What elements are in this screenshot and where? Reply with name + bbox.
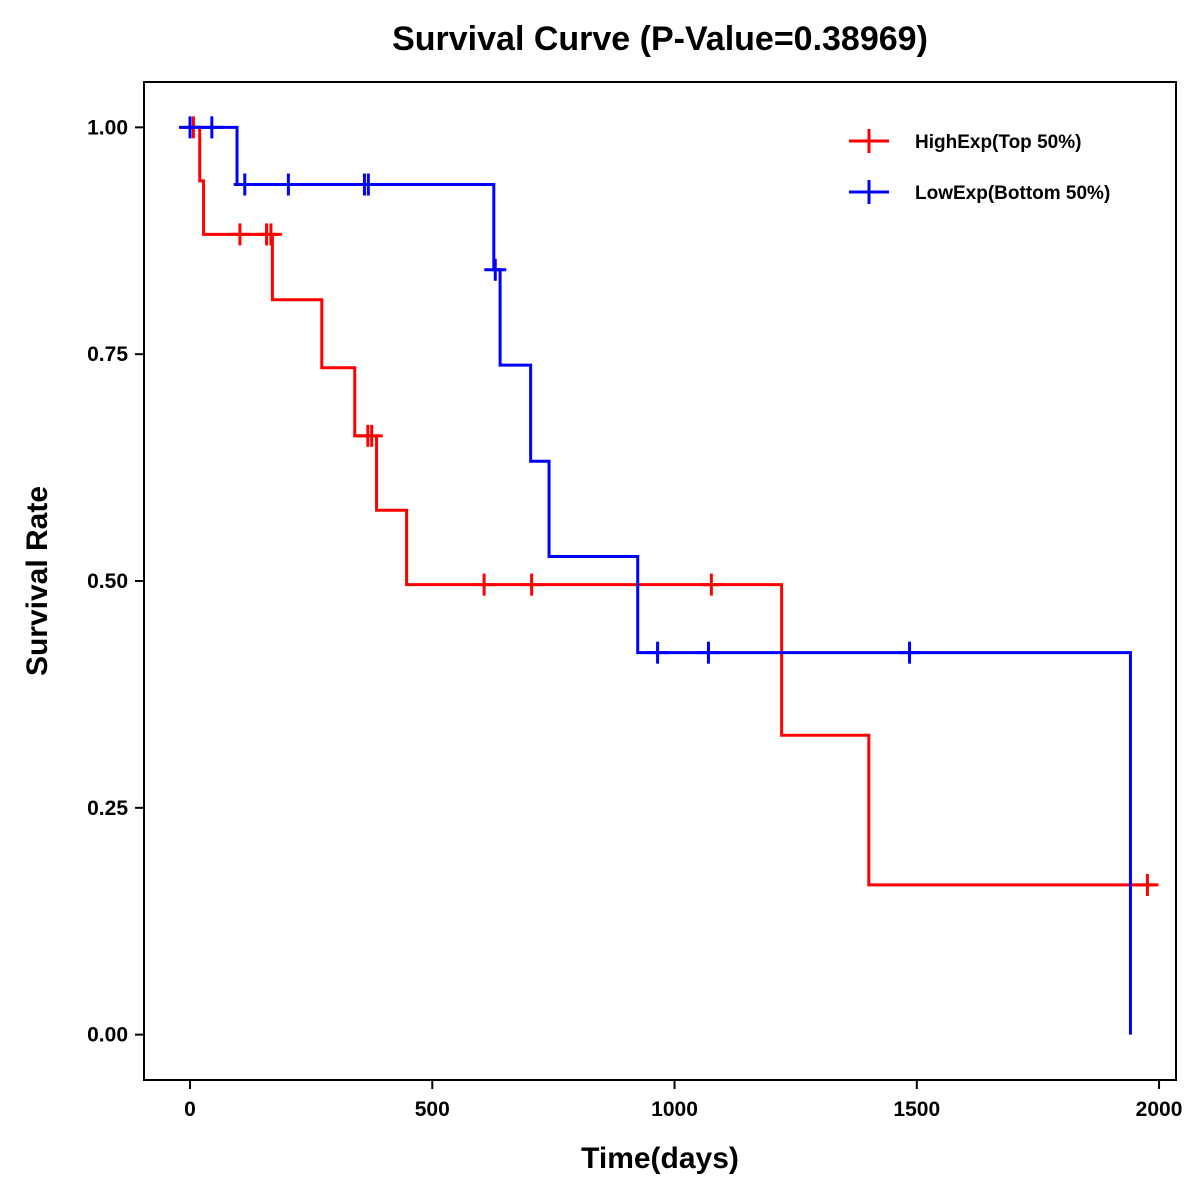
- high-exp-censor-mark: [473, 573, 496, 596]
- chart-title: Survival Curve (P-Value=0.38969): [392, 20, 928, 58]
- high-exp-survival-line: [190, 125, 1155, 887]
- y-tick-label: 0.00: [87, 1024, 128, 1047]
- y-tick-label: 0.75: [87, 343, 128, 366]
- plot-frame: [143, 81, 1177, 1081]
- series-layer: [179, 116, 1159, 1035]
- high-exp-censor-mark: [1136, 873, 1159, 896]
- x-tick-label: 1000: [651, 1098, 698, 1121]
- high-exp-censor-mark: [360, 424, 383, 447]
- low-exp-survival-line: [190, 125, 1132, 1035]
- low-exp-censor-mark: [484, 258, 507, 281]
- high-exp-censor-mark: [700, 573, 723, 596]
- low-exp-censor-mark: [646, 641, 669, 664]
- legend-label-high-exp: HighExp(Top 50%): [915, 132, 1081, 153]
- x-tick-label: 0: [184, 1098, 196, 1121]
- low-exp-censor-mark: [179, 116, 202, 139]
- low-exp-censor-mark: [233, 173, 256, 196]
- y-axis: 0.00 0.25 0.50 0.75 1.00: [87, 116, 144, 1047]
- low-exp-censor-mark: [200, 116, 223, 139]
- high-exp-censor-mark: [259, 223, 282, 246]
- x-tick-label: 500: [415, 1098, 450, 1121]
- x-axis-title: Time(days): [581, 1142, 739, 1175]
- low-exp-censor-mark: [697, 641, 720, 664]
- y-tick-label: 0.50: [87, 570, 128, 593]
- low-exp-censor-mark: [898, 641, 921, 664]
- y-tick-label: 0.25: [87, 797, 128, 820]
- legend-item-high-exp: HighExp(Top 50%): [849, 129, 1081, 153]
- y-tick-label: 1.00: [87, 116, 128, 139]
- legend-item-low-exp: LowExp(Bottom 50%): [849, 180, 1110, 204]
- x-tick-label: 1500: [893, 1098, 940, 1121]
- low-exp-censor-mark: [277, 173, 300, 196]
- x-tick-label: 2000: [1136, 1098, 1183, 1121]
- y-axis-title: Survival Rate: [21, 486, 54, 676]
- high-exp-censor-mark: [520, 573, 543, 596]
- low-exp-censor-mark: [357, 173, 380, 196]
- legend: HighExp(Top 50%) LowExp(Bottom 50%): [849, 129, 1110, 204]
- legend-label-low-exp: LowExp(Bottom 50%): [915, 183, 1110, 204]
- x-axis: 0 500 1000 1500 2000: [184, 1080, 1182, 1121]
- high-exp-censor-mark: [228, 223, 251, 246]
